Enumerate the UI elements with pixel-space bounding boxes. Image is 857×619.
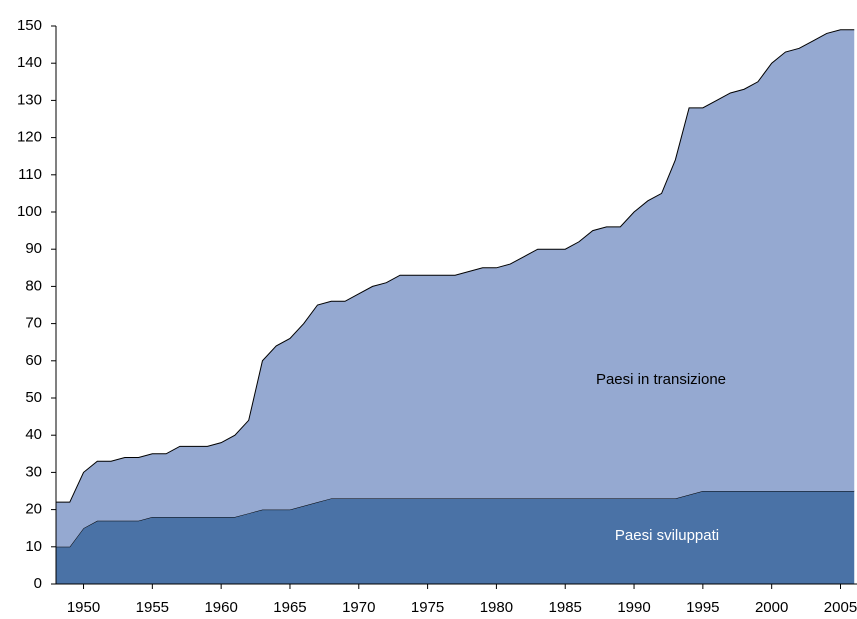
y-tick-label: 70 — [25, 315, 42, 332]
area — [56, 29, 855, 547]
y-tick-label: 60 — [25, 352, 42, 369]
x-tick-label: 1975 — [411, 599, 444, 616]
x-tick-label: 1955 — [136, 599, 169, 616]
y-tick-label: 110 — [18, 166, 42, 183]
y-tick-label: 80 — [25, 277, 42, 294]
x-tick-label: 2000 — [755, 599, 788, 616]
y-tick-label: 90 — [25, 240, 42, 257]
area-label: Paesi in transizione — [596, 371, 726, 388]
y-tick-label: 120 — [17, 129, 42, 146]
x-tick-label: 1950 — [67, 599, 100, 616]
y-tick-label: 20 — [25, 501, 42, 518]
y-tick-label: 150 — [17, 17, 42, 34]
y-tick-label: 100 — [17, 203, 42, 220]
x-tick-label: 1970 — [342, 599, 375, 616]
y-tick-label: 30 — [25, 463, 42, 480]
y-tick-label: 0 — [34, 575, 42, 592]
x-tick-label: 1990 — [617, 599, 650, 616]
x-tick-label: 1960 — [204, 599, 237, 616]
x-tick-label: 1995 — [686, 599, 719, 616]
y-tick-label: 130 — [17, 91, 42, 108]
area-outline — [56, 29, 855, 503]
x-tick-label: 1965 — [273, 599, 306, 616]
y-tick-label: 140 — [17, 54, 42, 71]
y-tick-label: 50 — [25, 389, 42, 406]
area-label: Paesi sviluppati — [615, 527, 719, 544]
x-tick-label: 2005 — [824, 599, 857, 616]
area — [56, 491, 855, 584]
x-tick-label: 1980 — [480, 599, 513, 616]
y-tick-label: 10 — [25, 538, 42, 555]
y-tick-label: 40 — [25, 426, 42, 443]
x-tick-label: 1985 — [549, 599, 582, 616]
